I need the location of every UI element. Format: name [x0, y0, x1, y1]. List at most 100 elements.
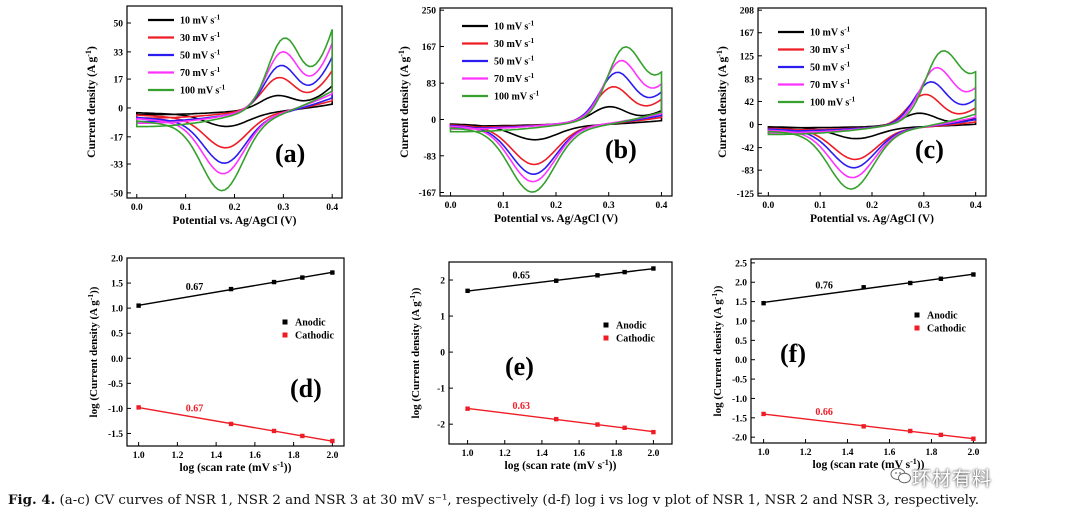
x-tick-label: 0.1	[180, 203, 192, 213]
y-tick-label: -0.5	[732, 376, 747, 386]
x-tick-label: 0.3	[277, 203, 289, 213]
x-tick-label: 0.0	[445, 201, 457, 211]
y-axis-label: log (Current density (A g-1))	[86, 286, 101, 417]
y-tick-label: 1.0	[111, 305, 123, 315]
y-tick-label: 0.5	[735, 337, 747, 347]
x-tick-label: 1.2	[171, 451, 183, 461]
legend-label: 30 mV s-1	[494, 37, 535, 50]
cv-curve	[767, 112, 977, 140]
y-tick-label: 1.5	[735, 298, 747, 308]
y-tick-label: -50	[110, 189, 123, 199]
data-point	[228, 286, 234, 292]
y-axis-label: log (Current density (A g-1))	[710, 285, 725, 416]
x-axis-label: log (scan rate (mV s-1))	[813, 457, 925, 472]
y-tick-label: 42	[745, 98, 755, 108]
panel-label: (f)	[780, 339, 806, 368]
x-tick-label: 0.2	[229, 203, 241, 213]
y-tick-label: -1.0	[108, 405, 123, 415]
x-tick-label: 1.4	[210, 451, 222, 461]
x-tick-label: 1.8	[288, 451, 300, 461]
data-point	[554, 278, 559, 283]
y-tick-label: 0	[118, 104, 123, 114]
x-tick-label: 0.4	[970, 201, 982, 211]
x-tick-label: 0.1	[814, 201, 826, 211]
legend-label: 10 mV s-1	[810, 26, 851, 39]
y-tick-label: -167	[419, 189, 437, 199]
data-point	[465, 406, 470, 411]
panel-label: (b)	[605, 135, 637, 164]
y-tick-label: 208	[740, 7, 755, 17]
y-tick-label: 2.0	[735, 279, 747, 289]
legend-label: 100 mV s-1	[180, 84, 226, 97]
cv-curve	[767, 49, 977, 190]
y-tick-label: 2.5	[735, 259, 747, 269]
legend-swatch	[282, 319, 288, 325]
data-point	[136, 405, 141, 410]
legend-label: 70 mV s-1	[180, 66, 221, 79]
data-point	[622, 269, 627, 275]
data-point	[300, 433, 305, 439]
y-tick-label: 1.5	[111, 280, 123, 290]
data-point	[300, 275, 305, 280]
cv-curve	[136, 67, 333, 149]
legend-label: 30 mV s-1	[180, 31, 221, 44]
fit-line	[138, 406, 333, 442]
cv-curve	[449, 45, 663, 193]
x-tick-label: 0.1	[497, 201, 509, 211]
y-tick-label: -33	[110, 161, 123, 171]
cv-curve	[449, 59, 663, 183]
legend-label: 100 mV s-1	[810, 96, 856, 109]
x-tick-label: 1.2	[499, 449, 511, 459]
y-tick-label: 125	[740, 52, 755, 62]
data-point	[761, 300, 766, 306]
panel-label: (d)	[290, 374, 322, 403]
panel-e: 1.0 1.2 1.4 1.6 1.8 2.0 2 1 0 -1 -2 log (scan rate …	[408, 261, 673, 472]
plot-frame	[750, 258, 987, 444]
legend-label: Cathodic	[616, 334, 655, 345]
y-tick-label: 33	[114, 48, 124, 58]
data-point	[554, 416, 559, 422]
caption-text: (a-c) CV curves of NSR 1, NSR 2 and NSR …	[59, 493, 979, 508]
legend-label: 30 mV s-1	[810, 43, 851, 56]
y-tick-label: -83	[741, 167, 754, 177]
y-tick-label: 1.0	[735, 317, 747, 327]
y-tick-label: 83	[427, 80, 437, 90]
y-tick-label: -125	[737, 190, 755, 200]
y-tick-label: 0.5	[111, 330, 123, 340]
slope-label: 0.67	[186, 403, 204, 414]
legend-label: 50 mV s-1	[494, 55, 535, 68]
data-point	[465, 288, 470, 294]
x-tick-label: 0.3	[603, 201, 615, 211]
y-axis-label: log (Current density (A g-1))	[408, 287, 423, 418]
x-tick-label: 0.2	[550, 201, 562, 211]
plot-frame	[439, 7, 673, 197]
data-point	[971, 272, 976, 277]
cv-curve	[136, 56, 333, 165]
x-tick-label: 1.0	[133, 451, 145, 461]
legend-swatch	[914, 325, 920, 331]
data-point	[908, 428, 913, 434]
data-point	[595, 422, 600, 427]
legend-label: 70 mV s-1	[494, 72, 535, 85]
y-tick-label: 1	[440, 313, 445, 323]
cv-curve	[136, 29, 333, 192]
legend-swatch	[914, 312, 920, 318]
y-tick-label: -0.5	[108, 380, 123, 390]
slope-label: 0.76	[815, 280, 833, 291]
data-point	[908, 280, 913, 286]
data-point	[228, 421, 234, 427]
y-tick-label: 17	[114, 76, 124, 86]
x-tick-label: 2.0	[967, 448, 979, 458]
data-point	[595, 273, 600, 278]
x-tick-label: 0.2	[866, 201, 878, 211]
legend-label: Anodic	[295, 318, 326, 329]
caption-label: Fig. 4.	[8, 492, 56, 508]
x-axis-label: Potential vs. Ag/AgCl (V)	[810, 213, 934, 225]
legend-label: Anodic	[616, 321, 647, 332]
x-tick-label: 1.4	[842, 448, 854, 458]
x-tick-label: 0.0	[762, 201, 774, 211]
x-axis-label: Potential vs. Ag/AgCl (V)	[173, 215, 297, 227]
x-tick-label: 0.3	[918, 201, 930, 211]
y-tick-label: -1	[437, 385, 445, 395]
